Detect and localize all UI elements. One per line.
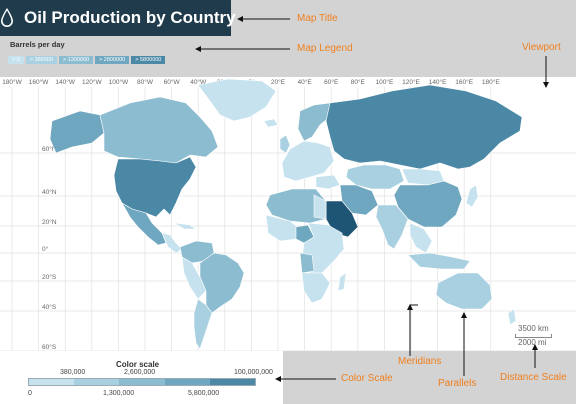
country-new-zealand[interactable] — [507, 308, 517, 326]
country-madagascar[interactable] — [337, 272, 347, 292]
color-scale-segment-4 — [164, 379, 210, 385]
meridian-label: 180°W — [2, 78, 22, 86]
country-china[interactable] — [393, 180, 463, 228]
color-scale-bar — [28, 378, 256, 386]
country-norway[interactable] — [297, 102, 333, 142]
parallel-label: 40°S — [42, 303, 57, 311]
color-scale-bottom-label-3: 5,800,000 — [188, 390, 220, 397]
country-saudi-arabia[interactable] — [325, 200, 359, 238]
countries[interactable] — [49, 78, 523, 350]
country-southern-africa[interactable] — [301, 272, 331, 304]
map-title: Oil Production by Country — [24, 8, 236, 27]
country-egypt[interactable] — [313, 194, 327, 220]
country-greenland[interactable] — [197, 78, 277, 122]
country-uk[interactable] — [279, 134, 291, 154]
meridian-label: 160°E — [455, 78, 473, 86]
color-scale-top-label-2: 2,600,000 — [124, 369, 156, 376]
viewport-annotation: Viewport — [522, 42, 561, 53]
meridian-label: 40°W — [190, 78, 207, 86]
country-algeria[interactable] — [265, 188, 327, 224]
color-scale-bottom-label-1: 0 — [28, 390, 32, 397]
parallel-label: 20°S — [42, 273, 57, 281]
meridian-label: 40°E — [298, 78, 313, 86]
country-turkey[interactable] — [315, 174, 341, 190]
meridian-label: 100°E — [376, 78, 394, 86]
meridian-label: 100°W — [109, 78, 129, 86]
meridian-label: 140°W — [55, 78, 75, 86]
meridian-label: 60°W — [164, 78, 181, 86]
country-europe[interactable] — [281, 140, 335, 182]
meridian-label: 20°E — [271, 78, 286, 86]
meridians-annotation: Meridians — [398, 356, 442, 367]
oil-drop-icon — [0, 0, 14, 36]
meridian-label: 120°W — [82, 78, 102, 86]
color-scale-top-label-1: 380,000 — [60, 369, 86, 376]
country-japan[interactable] — [465, 184, 479, 208]
color-scale-annotation: Color Scale — [341, 373, 393, 384]
legend-item-5: > 5800000 — [131, 56, 166, 64]
legend-item-3: > 1300000 — [58, 56, 94, 64]
color-scale-top-label-3: 100,000,000 — [234, 369, 273, 376]
color-scale-segment-3 — [119, 379, 165, 385]
parallel-label: 60°S — [42, 343, 57, 351]
footer-band — [283, 351, 576, 404]
meridian-label: 140°E — [429, 78, 447, 86]
distance-scale-bar — [515, 334, 552, 338]
parallel-label: 40°N — [42, 188, 57, 196]
country-iceland[interactable] — [263, 118, 279, 128]
country-usa[interactable] — [113, 156, 197, 218]
distance-scale-km: 3500 km — [518, 324, 549, 333]
country-peru[interactable] — [181, 256, 207, 300]
legend-title: Barrels per day — [10, 40, 65, 49]
meridian-label: 160°W — [29, 78, 49, 86]
country-se-asia[interactable] — [409, 222, 433, 254]
legend-item-4: > 2800000 — [95, 56, 130, 64]
country-russia[interactable] — [325, 84, 523, 170]
map-legend-annotation: Map Legend — [297, 43, 353, 54]
country-argentina[interactable] — [193, 298, 213, 350]
color-scale-segment-5 — [209, 379, 255, 385]
parallel-label: 60°N — [42, 145, 57, 153]
distance-scale-annotation: Distance Scale — [500, 372, 567, 383]
color-scale-bottom-label-2: 1,300,000 — [103, 390, 135, 397]
legend-item-2: > 380000 — [25, 56, 57, 64]
color-scale-segment-1 — [29, 379, 75, 385]
distance-scale-mi: 2000 mi — [518, 338, 547, 347]
country-angola[interactable] — [299, 252, 315, 274]
country-india[interactable] — [375, 204, 409, 250]
world-map-viewport[interactable]: 180°W 160°W 140°W 120°W 100°W 80°W 60°W 40°W 20°… — [0, 77, 576, 351]
map-title-box: Oil Production by Country — [0, 0, 236, 36]
color-scale-title: Color scale — [116, 360, 160, 369]
country-kazakhstan[interactable] — [345, 164, 405, 190]
country-canada[interactable] — [99, 96, 219, 164]
legend-item-1: > 0 — [8, 56, 24, 64]
parallel-label: 0° — [42, 245, 49, 253]
meridian-label: 180°E — [482, 78, 500, 86]
map-legend: > 0 > 380000 > 1300000 > 2800000 > 58000… — [8, 56, 166, 64]
meridian-label: 80°W — [137, 78, 154, 86]
parallels-annotation: Parallels — [438, 378, 477, 389]
map-title-annotation: Map Title — [297, 13, 338, 24]
country-alaska[interactable] — [49, 110, 105, 154]
meridian-label: 60°E — [324, 78, 339, 86]
meridian-label: 80°E — [351, 78, 366, 86]
parallel-label: 20°N — [42, 218, 57, 226]
country-cuba[interactable] — [173, 222, 197, 230]
meridian-label: 120°E — [402, 78, 420, 86]
color-scale-segment-2 — [74, 379, 120, 385]
country-indonesia[interactable] — [407, 252, 471, 270]
country-australia[interactable] — [435, 272, 493, 310]
